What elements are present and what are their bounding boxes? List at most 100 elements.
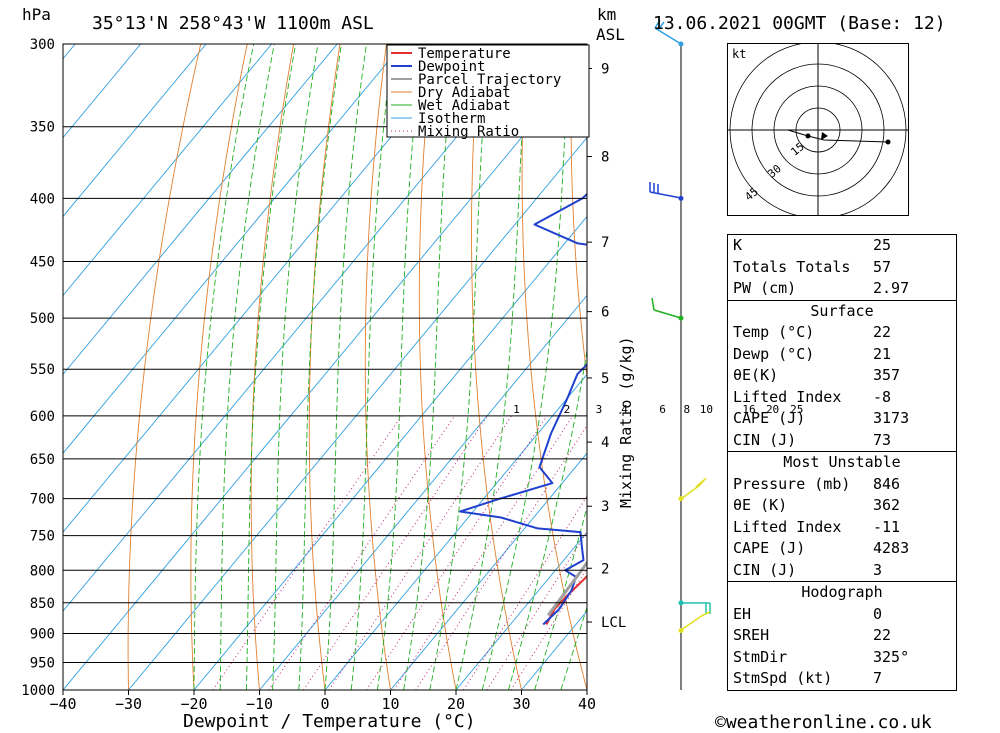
wind-barb xyxy=(695,479,705,488)
mixing-ratio-label: 6 xyxy=(659,403,666,416)
height-tick-label: 8 xyxy=(601,150,609,166)
wet-adiabat-line xyxy=(298,44,342,690)
hodograph-panel: kt 15 30 45 xyxy=(727,43,909,216)
index-value: 357 xyxy=(873,366,901,384)
index-label: θE(K) xyxy=(733,366,779,384)
wind-barb-dot xyxy=(678,496,684,502)
height-tick-label: LCL xyxy=(601,615,626,631)
dry-adiabat-line xyxy=(570,44,587,381)
index-value: 3 xyxy=(873,560,883,579)
index-row: CAPE (J) 3173 xyxy=(728,408,956,430)
wet-adiabat-line xyxy=(324,44,367,690)
wet-adiabat-line xyxy=(245,44,297,690)
wind-barb-dot xyxy=(678,195,684,201)
mixing-ratio-label: 4 xyxy=(621,403,628,416)
indices-table: K 25 Totals Totals 57 PW (cm) 2.97 Surface … xyxy=(727,234,957,691)
mixing-ratio-label: 2 xyxy=(564,403,571,416)
wet-adiabat-line xyxy=(429,44,490,690)
mixing-ratio-label: 8 xyxy=(683,403,690,416)
height-tick-label: 3 xyxy=(601,499,609,515)
hodograph-trace xyxy=(787,129,891,145)
wind-barb xyxy=(651,297,655,311)
wet-adiabat-line xyxy=(507,347,587,690)
dry-adiabat-line xyxy=(127,44,202,690)
pressure-tick-label: 500 xyxy=(30,311,55,327)
index-label: CIN (J) xyxy=(733,560,797,579)
index-row: θE (K) 362 xyxy=(728,495,956,517)
pressure-tick-label: 600 xyxy=(30,409,55,425)
index-label: Lifted Index xyxy=(733,517,842,536)
mixing-ratio-line xyxy=(463,495,587,690)
mixing-ratio-label: 10 xyxy=(700,403,713,416)
index-label: StmSpd (kt) xyxy=(733,669,833,687)
index-label: PW (cm) xyxy=(733,279,797,297)
index-row: Pressure (mb) 846 xyxy=(728,474,956,496)
index-value: 21 xyxy=(873,344,892,363)
hodograph-title: Hodograph xyxy=(801,583,883,601)
isotherm-line xyxy=(63,44,404,454)
surface-section: Surface Temp (°C) 22 Dewp (°C) 21 θE(K) 357… xyxy=(728,299,956,452)
x-tick-label: 30 xyxy=(512,695,530,713)
dry-adiabat-line xyxy=(471,44,522,690)
wet-adiabat-line xyxy=(376,44,423,690)
index-label: CAPE (J) xyxy=(733,539,806,557)
height-tick-label: 7 xyxy=(601,235,609,251)
height-tick-label: 4 xyxy=(601,435,609,451)
most-unstable-section: Most Unstable Pressure (mb) 846 θE (K) 362… xyxy=(728,451,956,581)
pressure-tick-label: 850 xyxy=(30,596,55,612)
index-label: StmDir xyxy=(733,647,788,666)
index-row: SREH 22 xyxy=(728,625,956,647)
pressure-tick-label: 950 xyxy=(30,655,55,671)
mixing-ratio-line xyxy=(328,415,512,690)
wind-barb xyxy=(649,191,682,199)
height-tick-label: 5 xyxy=(601,371,609,387)
index-value: -8 xyxy=(873,387,892,406)
hodograph-section: Hodograph EH 0 SREH 22 StmDir 325° StmSpd (… xyxy=(728,581,956,690)
wind-barb xyxy=(654,27,682,45)
index-row: CIN (J) 3 xyxy=(728,560,956,582)
isotherm-line xyxy=(128,136,587,690)
mixing-ratio-label: 25 xyxy=(790,403,803,416)
dry-adiabat-line xyxy=(308,44,341,690)
hodograph-ring-30: 30 xyxy=(765,162,784,180)
isotherm-line xyxy=(63,44,469,533)
index-row: Totals Totals 57 xyxy=(728,257,956,279)
index-row: StmSpd (kt) 7 xyxy=(728,668,956,690)
wind-barb xyxy=(680,614,704,631)
x-tick-label: 40 xyxy=(578,695,596,713)
most-unstable-title: Most Unstable xyxy=(783,453,901,471)
mixing-ratio-line xyxy=(303,415,488,690)
wet-adiabat-line xyxy=(534,505,587,690)
wind-barb-dot xyxy=(678,627,684,633)
index-value: 25 xyxy=(873,236,892,254)
index-row: StmDir 325° xyxy=(728,647,956,669)
isotherm-line xyxy=(455,531,587,690)
index-row: Dewp (°C) 21 xyxy=(728,344,956,366)
x-tick-label: −10 xyxy=(246,695,273,713)
pressure-tick-label: 300 xyxy=(30,37,55,53)
index-label: Dewp (°C) xyxy=(733,344,815,363)
index-label: EH xyxy=(733,604,752,623)
index-label: Temp (°C) xyxy=(733,323,815,341)
index-row: CIN (J) 73 xyxy=(728,430,956,452)
index-value: 73 xyxy=(873,430,892,449)
wet-adiabat-line xyxy=(350,44,394,690)
wind-barb xyxy=(702,611,711,616)
index-value: 325° xyxy=(873,647,910,666)
wet-adiabat-line xyxy=(193,44,255,690)
isotherm-line xyxy=(63,44,142,139)
index-label: Pressure (mb) xyxy=(733,474,851,493)
height-tick-label: 2 xyxy=(601,561,609,577)
dry-adiabat-line xyxy=(364,44,391,690)
index-label: Totals Totals xyxy=(733,257,851,276)
pressure-tick-label: 650 xyxy=(30,452,55,468)
isotherm-line xyxy=(193,215,587,690)
index-value: 7 xyxy=(873,669,883,687)
hodograph-ring-15: 15 xyxy=(788,140,807,158)
index-row: Lifted Index -8 xyxy=(728,387,956,409)
index-value: 2.97 xyxy=(873,279,910,297)
index-value: 22 xyxy=(873,626,892,644)
surface-title: Surface xyxy=(810,301,874,320)
height-tick-label: 9 xyxy=(601,61,609,77)
height-tick-label: 6 xyxy=(601,305,609,321)
